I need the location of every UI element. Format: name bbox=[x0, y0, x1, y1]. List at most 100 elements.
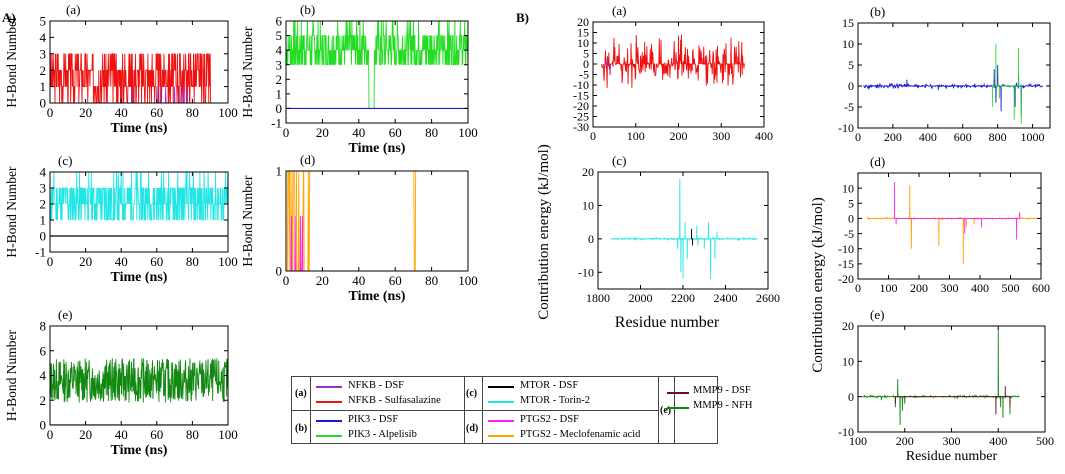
series-line-A_d-1 bbox=[290, 215, 304, 271]
y-tick-label-B_d-0: -20 bbox=[838, 272, 854, 286]
legend-label-nfkb-sulfasalazine: NFKB - Sulfasalazine bbox=[348, 395, 441, 406]
x-tick-label-B_e-3: 400 bbox=[989, 434, 1007, 448]
y-tick-label-A_b-4: 3 bbox=[276, 57, 283, 72]
x-tick-label-B_c-2: 2200 bbox=[671, 291, 695, 305]
y-axis-label-A_a: H-Bond Number bbox=[4, 16, 19, 108]
x-tick-label-A_c-4: 80 bbox=[186, 254, 199, 269]
y-tick-label-A_a-2: 2 bbox=[40, 63, 47, 78]
x-tick-label-A_b-4: 80 bbox=[425, 125, 438, 140]
y-tick-label-A_e-1: 2 bbox=[40, 393, 47, 408]
B-ylabel-bottom: Contribution energy (kJ/mol) bbox=[810, 197, 826, 373]
x-tick-label-A_d-5: 100 bbox=[458, 273, 478, 288]
y-tick-label-A_b-1: 0 bbox=[276, 101, 283, 116]
y-tick-label-A_e-0: 0 bbox=[40, 418, 47, 433]
x-axis-label-A_e: Time (ns) bbox=[111, 443, 168, 458]
chart-panel-B_e: 100 200 300 400 500 -10 0 10 20 (e) Residue number bbox=[838, 307, 1054, 464]
y-tick-label-A_e-2: 4 bbox=[40, 368, 47, 383]
B-xlabel-left: Residue number bbox=[615, 314, 720, 331]
x-tick-label-B_c-4: 2600 bbox=[756, 291, 780, 305]
x-tick-label-A_c-3: 60 bbox=[150, 254, 163, 269]
panel-label-B_d: (d) bbox=[870, 154, 885, 169]
B-ylabel-top: Contribution energy (kJ/mol) bbox=[536, 144, 552, 320]
legend-swatch-mmp9-nfh bbox=[667, 407, 689, 409]
legend-label-ptgs2-meclofenamic-acid: PTGS2 - Meclofenamic acid bbox=[520, 429, 641, 440]
legend-swatch-mtor-torin-2 bbox=[488, 401, 514, 403]
plot-frame-A_b bbox=[285, 20, 469, 124]
y-tick-label-B_e-0: -10 bbox=[838, 425, 854, 439]
series-line-A_a-1 bbox=[131, 86, 188, 103]
x-tick-label-A_d-1: 20 bbox=[316, 273, 329, 288]
y-axis-label-A_d: H-Bond Number bbox=[240, 175, 255, 267]
y-tick-label-B_c-1: 0 bbox=[588, 232, 594, 246]
x-tick-label-A_b-0: 0 bbox=[283, 125, 290, 140]
x-tick-label-B_d-0: 0 bbox=[855, 281, 861, 295]
y-tick-label-A_b-2: 1 bbox=[276, 86, 283, 101]
legend-swatch-pik3-dsf bbox=[316, 420, 342, 422]
y-tick-label-A_a-5: 5 bbox=[40, 14, 47, 29]
x-axis-label-A_a: Time (ns) bbox=[111, 121, 168, 136]
x-axis-label-A_d: Time (ns) bbox=[349, 289, 406, 304]
y-tick-label-A_a-1: 1 bbox=[40, 79, 47, 94]
panel-label-B_c: (c) bbox=[612, 153, 626, 168]
y-tick-label-B_d-1: -15 bbox=[838, 257, 854, 271]
y-tick-label-A_c-1: 0 bbox=[40, 229, 47, 244]
y-tick-label-A_b-7: 6 bbox=[276, 14, 283, 29]
x-tick-label-A_a-4: 80 bbox=[186, 105, 199, 120]
series-line-B_b-1 bbox=[991, 43, 1022, 124]
y-axis-label-A_e: H-Bond Number bbox=[4, 329, 19, 421]
y-tick-label-B_a-4: -10 bbox=[573, 78, 589, 92]
x-tick-label-B_b-3: 600 bbox=[954, 130, 972, 144]
x-tick-label-B_e-2: 300 bbox=[943, 434, 961, 448]
y-tick-label-B_a-9: 15 bbox=[577, 26, 589, 40]
x-tick-label-B_e-0: 100 bbox=[849, 434, 867, 448]
series-line-A_b-0 bbox=[286, 21, 468, 109]
x-tick-label-A_e-2: 40 bbox=[115, 427, 128, 442]
y-tick-label-A_c-0: -1 bbox=[35, 245, 46, 260]
legend-label-pik3-alpelisib: PIK3 - Alpelisib bbox=[348, 429, 417, 440]
x-tick-label-B_d-3: 300 bbox=[941, 281, 959, 295]
series-line-B_d-1 bbox=[894, 182, 1021, 240]
x-tick-label-B_a-2: 200 bbox=[670, 129, 688, 143]
y-tick-label-B_a-5: -5 bbox=[579, 68, 589, 82]
y-tick-label-B_a-0: -30 bbox=[573, 120, 589, 134]
legend-label-mmp9-nfh: MMP9 - NFH bbox=[693, 400, 753, 411]
legend-key-a: (a) bbox=[295, 388, 307, 399]
series-line-B_a-1 bbox=[604, 57, 611, 73]
legend-key-d: (d) bbox=[466, 423, 479, 434]
y-tick-label-B_a-7: 5 bbox=[583, 47, 589, 61]
legend-group-e: MMP9 - DSF MMP9 - NFH bbox=[661, 380, 753, 440]
chart-panel-B_b: 0 200 400 600 800 1000 -10 -5 0 5 10 15 (b) bbox=[838, 4, 1051, 144]
y-tick-label-A_b-5: 4 bbox=[276, 43, 283, 58]
y-tick-label-A_a-0: 0 bbox=[40, 96, 47, 111]
x-tick-label-A_b-1: 20 bbox=[316, 125, 329, 140]
legend-divider bbox=[658, 377, 659, 443]
x-tick-label-A_b-2: 40 bbox=[352, 125, 365, 140]
y-tick-label-B_a-8: 10 bbox=[577, 36, 589, 50]
plot-frame-A_c bbox=[49, 171, 229, 253]
x-tick-label-B_b-0: 0 bbox=[855, 130, 861, 144]
y-tick-label-A_e-3: 6 bbox=[40, 343, 47, 358]
legend-divider bbox=[292, 410, 658, 411]
legend-label-mtor-torin-2: MTOR - Torin-2 bbox=[520, 395, 591, 406]
panel-label-A_a: (a) bbox=[66, 2, 80, 17]
x-tick-label-A_a-3: 60 bbox=[150, 105, 163, 120]
x-tick-label-A_d-0: 0 bbox=[283, 273, 290, 288]
x-tick-label-B_e-1: 200 bbox=[896, 434, 914, 448]
series-line-A_d-0 bbox=[286, 171, 468, 271]
x-tick-label-B_a-0: 0 bbox=[590, 129, 596, 143]
x-tick-label-A_c-1: 20 bbox=[79, 254, 92, 269]
x-tick-label-A_a-1: 20 bbox=[79, 105, 92, 120]
x-tick-label-B_d-5: 500 bbox=[1002, 281, 1020, 295]
x-axis-label-B_e: Residue number bbox=[906, 449, 998, 464]
x-tick-label-A_e-0: 0 bbox=[47, 427, 54, 442]
y-tick-label-B_e-3: 20 bbox=[842, 319, 854, 333]
x-tick-label-B_c-0: 1800 bbox=[586, 291, 610, 305]
legend-key-b: (b) bbox=[295, 423, 308, 434]
y-tick-label-B_a-3: -15 bbox=[573, 89, 589, 103]
x-tick-label-B_b-5: 1000 bbox=[1021, 130, 1045, 144]
y-tick-label-B_e-1: 0 bbox=[848, 390, 854, 404]
